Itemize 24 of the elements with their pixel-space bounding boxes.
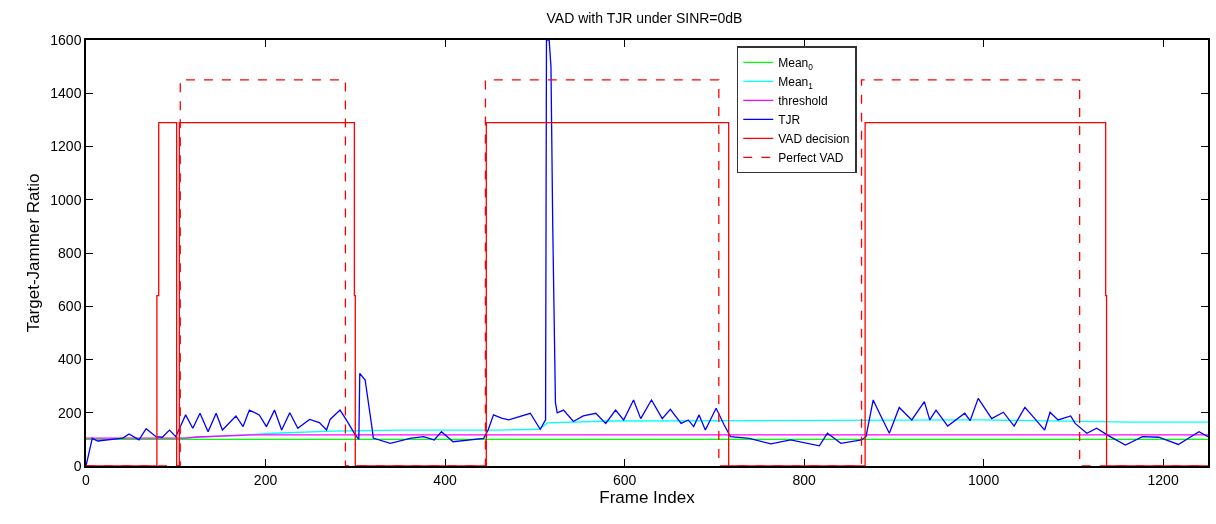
y-tick-label: 1000	[50, 191, 82, 208]
y-tick-label: 200	[58, 404, 82, 421]
legend-label: Mean$_{1}$	[778, 75, 814, 91]
legend-label: threshold	[778, 94, 828, 109]
chart-title: VAD with TJR under SINR=0dB	[546, 9, 743, 26]
x-tick-label: 1200	[1147, 471, 1179, 488]
x-tick-label: 600	[612, 471, 637, 488]
y-tick-label: 800	[58, 244, 82, 261]
y-tick-label: 1400	[50, 85, 82, 102]
x-axis-title: Frame Index	[599, 487, 696, 507]
y-tick-label: 1200	[50, 138, 82, 155]
legend-label: TJR	[778, 113, 801, 128]
y-tick-label: 0	[73, 457, 82, 474]
x-tick-label: 800	[792, 471, 816, 488]
legend-label: VAD decision	[778, 132, 850, 147]
y-tick-label: 400	[58, 351, 82, 368]
x-tick-label: 1000	[968, 471, 1000, 488]
legend-label: Mean$_{0}$	[778, 56, 814, 72]
x-tick-label: 200	[253, 471, 278, 488]
legend-label: Perfect VAD	[778, 151, 844, 166]
y-axis-title: Target-Jammer Ratio	[24, 173, 44, 333]
y-tick-label: 600	[58, 298, 82, 315]
y-tick-label: 1600	[50, 31, 82, 48]
x-tick-label: 400	[433, 471, 457, 488]
